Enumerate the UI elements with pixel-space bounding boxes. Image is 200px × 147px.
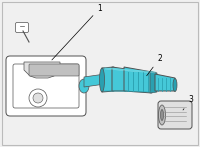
Ellipse shape (29, 89, 47, 107)
Polygon shape (112, 67, 126, 91)
Polygon shape (84, 74, 105, 87)
FancyBboxPatch shape (29, 64, 79, 76)
Ellipse shape (79, 79, 89, 93)
Polygon shape (124, 67, 152, 93)
Ellipse shape (158, 105, 166, 125)
FancyBboxPatch shape (2, 2, 198, 145)
Text: 3: 3 (183, 96, 193, 110)
Polygon shape (155, 74, 175, 91)
Ellipse shape (160, 110, 164, 121)
Polygon shape (150, 71, 157, 93)
Text: 1: 1 (52, 4, 102, 60)
Ellipse shape (100, 68, 104, 92)
Ellipse shape (33, 93, 43, 103)
Polygon shape (24, 62, 60, 78)
Ellipse shape (173, 78, 177, 91)
FancyBboxPatch shape (158, 101, 192, 129)
FancyBboxPatch shape (16, 22, 29, 32)
FancyBboxPatch shape (13, 64, 79, 108)
Polygon shape (102, 67, 114, 92)
FancyBboxPatch shape (6, 56, 86, 116)
Text: 2: 2 (147, 54, 162, 76)
